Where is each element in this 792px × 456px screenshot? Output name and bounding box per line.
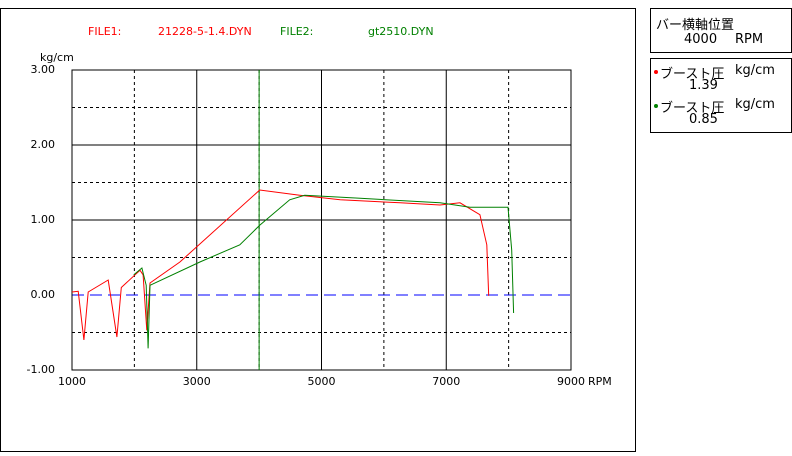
- y-tick-label: 0.00: [31, 288, 56, 301]
- y-unit: kg/cm: [40, 51, 74, 64]
- readout-name: ブースト圧: [660, 101, 725, 116]
- cursor-rpm: 4000: [684, 32, 718, 47]
- series-line: [71, 189, 490, 341]
- y-tick-label: 1.00: [31, 213, 56, 226]
- readout-marker: [654, 70, 658, 74]
- x-tick-label: 1000: [58, 375, 86, 388]
- y-tick-label: 2.00: [31, 138, 56, 151]
- y-tick-label: 3.00: [31, 63, 56, 76]
- legend-file-name: gt2510.DYN: [368, 25, 434, 38]
- legend-file-label: FILE2:: [280, 25, 313, 38]
- cursor-box: バー横軸位置 4000 RPM: [650, 8, 792, 53]
- x-tick-label: 5000: [308, 375, 336, 388]
- y-tick-label: -1.00: [27, 363, 55, 376]
- x-tick-label: 7000: [432, 375, 460, 388]
- readout-marker: [654, 104, 658, 108]
- legend-file-name: 21228-5-1.4.DYN: [158, 25, 252, 38]
- x-tick-label: 3000: [183, 375, 211, 388]
- cursor-title: バー横軸位置: [656, 18, 735, 33]
- readout-box: ブースト圧 kg/cm 1.39 ブースト圧 kg/cm 0.85: [650, 58, 792, 133]
- readout-unit: kg/cm: [735, 97, 775, 112]
- readout-value: 1.39: [689, 78, 718, 93]
- readout-value: 0.85: [689, 112, 718, 127]
- plot-border: [71, 69, 572, 371]
- x-tick-label: 9000: [557, 375, 585, 388]
- readout-name: ブースト圧: [660, 67, 725, 82]
- chart-frame: [0, 8, 636, 452]
- series-line: [133, 194, 515, 349]
- x-unit: RPM: [588, 375, 612, 388]
- cursor-unit: RPM: [735, 32, 764, 47]
- chart: kg/cm RPM FILE1: 21228-5-1.4.DYN FILE2: gt2…: [0, 8, 636, 452]
- readout-unit: kg/cm: [735, 63, 775, 78]
- legend-file-label: FILE1:: [88, 25, 121, 38]
